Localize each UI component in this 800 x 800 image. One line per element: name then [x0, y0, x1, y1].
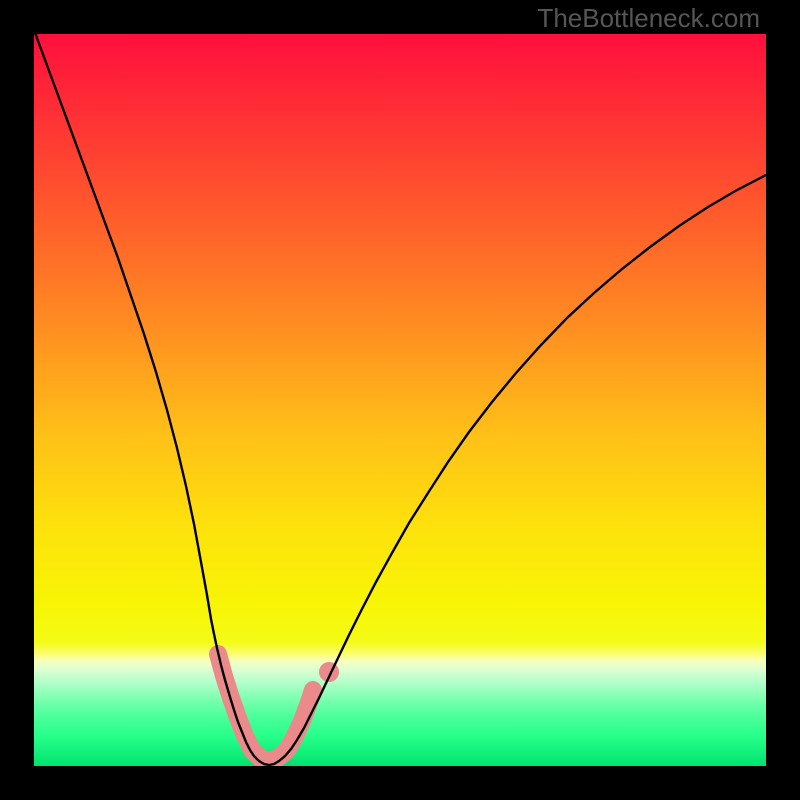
gradient-background: [34, 34, 766, 766]
watermark-text: TheBottleneck.com: [537, 3, 760, 34]
chart-svg: [0, 0, 800, 800]
chart-outer: TheBottleneck.com: [0, 0, 800, 800]
